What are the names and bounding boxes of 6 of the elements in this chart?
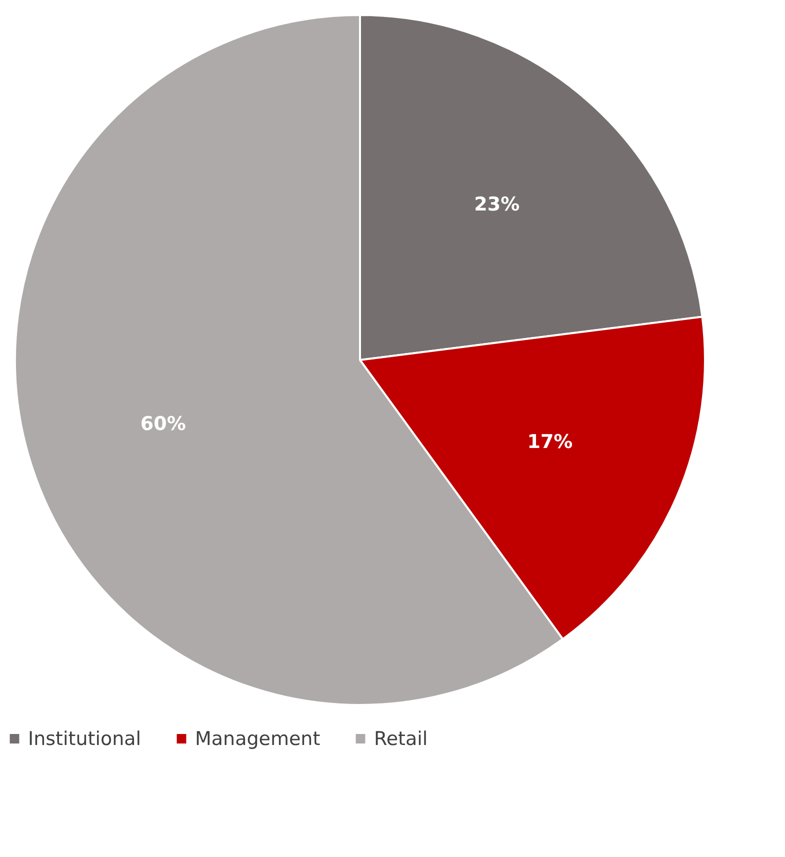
legend-label: Institutional: [28, 728, 142, 750]
data-label: 23%: [474, 194, 520, 216]
data-label: 17%: [527, 431, 573, 454]
legend-label: Management: [195, 728, 320, 750]
legend-label: Retail: [374, 728, 428, 750]
data-label: 60%: [140, 412, 186, 435]
